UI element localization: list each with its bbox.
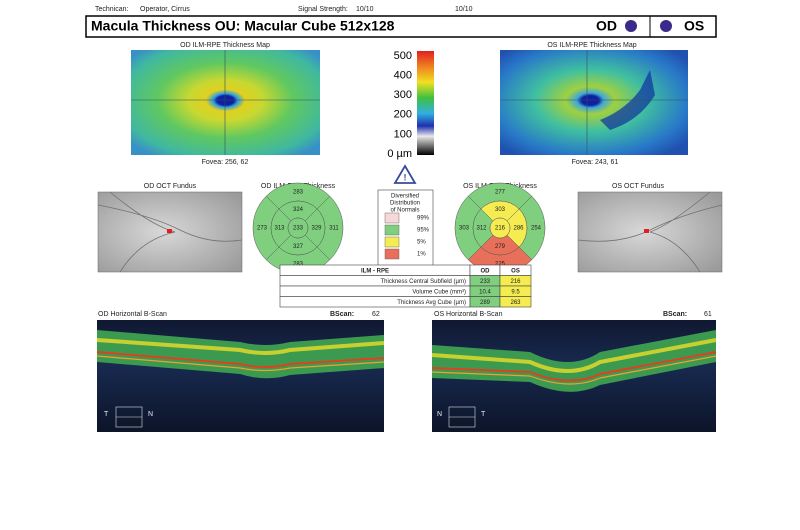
rpe-line: [96, 351, 385, 368]
sector-value: 277: [495, 190, 506, 196]
signal-label: Signal Strength:: [298, 6, 348, 13]
os-orient-right: T: [481, 411, 486, 418]
sector-value: 313: [274, 226, 285, 232]
legend-swatch: [384, 224, 400, 236]
header-title: Macula Thickness OU: Macular Cube 512x12…: [91, 18, 395, 34]
legend-swatch: [384, 212, 400, 224]
sector-value: 216: [495, 226, 506, 232]
os-bscan-label: BScan:: [663, 311, 687, 318]
scale-label: 500: [394, 50, 412, 62]
os-map-title: OS ILM-RPE Thickness Map: [547, 42, 636, 49]
table-value: 216: [510, 279, 521, 285]
sector-value: 283: [293, 262, 304, 268]
sector-value: 273: [257, 226, 268, 232]
od-bscan-label: BScan:: [330, 311, 354, 318]
sector-value: 329: [311, 226, 322, 232]
technician-label: Technican:: [95, 6, 129, 13]
od-fundus-title: OD OCT Fundus: [144, 183, 197, 190]
table-header: OS: [511, 268, 520, 274]
os-map: [500, 50, 688, 155]
sector-value: 233: [293, 226, 304, 232]
sector-value: 311: [329, 226, 339, 232]
legend-label: 95%: [417, 228, 430, 234]
od-map: [131, 50, 320, 155]
od-label: OD: [596, 18, 617, 34]
scale-label: 0 µm: [387, 148, 412, 160]
legend-title: Diversified: [391, 194, 419, 200]
header-box: [85, 15, 717, 38]
sector-value: 324: [293, 207, 304, 213]
os-dot: [660, 20, 672, 32]
scale-label: 300: [394, 89, 412, 101]
od-fovea: Fovea: 256, 62: [202, 159, 249, 166]
legend-title: Distribution: [390, 201, 420, 207]
table-value: 263: [510, 300, 521, 306]
od-thickness-grid: 283 311 283 273 324 329 327 313 233: [252, 182, 344, 274]
rpe-line: [96, 355, 385, 372]
os-fundus-title: OS OCT Fundus: [612, 183, 665, 190]
scale-label: 200: [394, 109, 412, 121]
color-scale: [417, 51, 434, 155]
od-dot: [625, 20, 637, 32]
scale-label: 400: [394, 70, 412, 82]
table-value: 10.4: [479, 289, 491, 295]
signal-os: 10/10: [455, 6, 473, 13]
warning-icon: [393, 164, 417, 184]
table-value: 233: [480, 279, 491, 285]
sector-value: 225: [495, 262, 506, 268]
sector-value: 254: [531, 226, 542, 232]
legend-label: 5%: [417, 240, 426, 246]
scale-label: 100: [394, 128, 412, 140]
os-thickness-grid: 277 254 225 303 303 286 279 312 216: [454, 182, 546, 274]
rpe-line: [431, 351, 717, 382]
od-bscan-title: OD Horizontal B-Scan: [98, 311, 167, 318]
vessels: [577, 191, 723, 273]
legend-title: of Normals: [390, 208, 419, 214]
od-fovea-marker: [167, 229, 172, 233]
od-orient-left: T: [104, 411, 109, 418]
sector-value: 283: [293, 190, 304, 196]
warning-mark: !: [404, 172, 407, 182]
legend-swatch: [384, 248, 400, 260]
od-bscan-number: 62: [372, 311, 380, 318]
table-value: Volume Cube (mm³): [412, 289, 466, 295]
legend-swatch: [384, 236, 400, 248]
sector: [489, 217, 511, 239]
retina-band: [432, 330, 716, 392]
retina-layer: [431, 338, 717, 373]
os-bscan-number: 61: [704, 311, 712, 318]
legend-label: 1%: [417, 252, 426, 258]
os-bscan-title: OS Horizontal B-Scan: [434, 311, 503, 318]
technician: Operator, Cirrus: [140, 6, 190, 13]
rpe-line: [431, 355, 717, 385]
os-label: OS: [684, 18, 704, 34]
sector-value: 312: [476, 226, 487, 232]
summary-table: ILM - RPE OD OS Thickness Central Subfield …: [279, 264, 532, 308]
table-value: 289: [480, 300, 491, 306]
sector-value: 327: [293, 244, 304, 250]
table-cell: [499, 296, 532, 308]
sector-value: 279: [495, 244, 506, 250]
sector-value: 303: [495, 207, 506, 213]
sector-value: 303: [459, 226, 470, 232]
signal-od: 10/10: [356, 6, 374, 13]
od-map-title: OD ILM-RPE Thickness Map: [180, 42, 270, 49]
legend-label: 99%: [417, 216, 430, 222]
table-header: OD: [481, 268, 491, 274]
retina-layer: [96, 338, 385, 355]
os-fovea-marker: [644, 229, 649, 233]
os-orient-left: N: [437, 411, 442, 418]
table-value: 9.5: [511, 289, 520, 295]
os-fovea: Fovea: 243, 61: [572, 159, 619, 166]
map-artifact: [600, 70, 655, 130]
table-header: ILM - RPE: [361, 268, 389, 274]
scale-labels: 500 400 300 200 100 0 µm: [387, 50, 412, 160]
table-value: Thickness Avg Cube (µm): [397, 300, 466, 306]
sector: [287, 217, 309, 239]
sector-value: 286: [513, 226, 524, 232]
table-value: Thickness Central Subfield (µm): [381, 279, 467, 285]
od-orient-right: N: [148, 411, 153, 418]
